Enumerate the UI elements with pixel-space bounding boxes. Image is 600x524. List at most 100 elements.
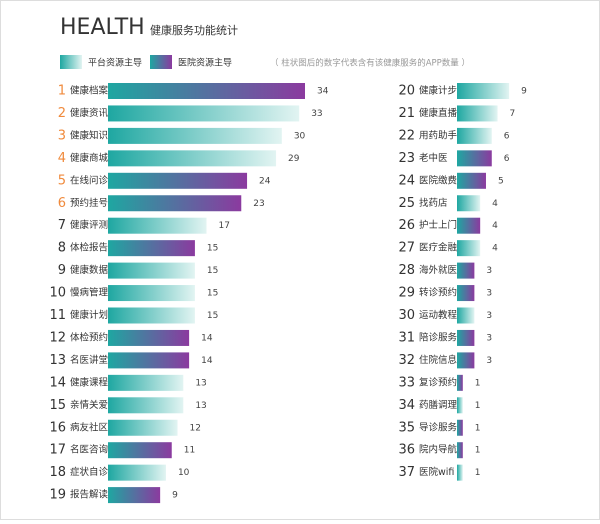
category-label: 医院缴费: [419, 174, 457, 186]
chart-title: HEALTH: [60, 15, 145, 40]
category-label: 运动教程: [419, 309, 458, 321]
rank: 29: [398, 286, 415, 301]
category-label: 慢病管理: [70, 287, 109, 299]
bar: [457, 307, 475, 324]
value-label: 10: [178, 468, 190, 478]
bar: [457, 150, 492, 167]
bar: [108, 442, 172, 459]
bar: [108, 172, 248, 189]
value-label: 4: [492, 244, 498, 254]
category-label: 报告解读: [70, 489, 109, 501]
value-label: 3: [486, 266, 492, 276]
value-label: 29: [288, 154, 300, 164]
bar: [108, 374, 184, 391]
rank: 25: [398, 196, 415, 211]
rank: 22: [398, 128, 415, 143]
value-label: 1: [475, 423, 481, 433]
bar: [108, 464, 166, 481]
bar: [457, 127, 492, 144]
bar: [108, 487, 161, 504]
value-label: 5: [498, 176, 504, 186]
value-label: 4: [492, 221, 498, 231]
rank: 32: [398, 353, 415, 368]
rank: 5: [58, 173, 66, 188]
value-label: 12: [190, 423, 201, 433]
bar: [457, 285, 475, 302]
bar: [457, 329, 475, 346]
category-label: 药膳调理: [419, 399, 458, 411]
value-label: 14: [201, 356, 213, 366]
legend-swatch: [60, 55, 82, 69]
rank: 37: [398, 465, 415, 480]
value-label: 11: [184, 446, 195, 456]
rank: 17: [49, 443, 66, 458]
value-label: 24: [259, 176, 271, 186]
bar: [108, 127, 282, 144]
rank: 31: [398, 330, 415, 345]
rank: 11: [49, 308, 66, 323]
value-label: 15: [207, 244, 218, 254]
category-label: 护士上门: [419, 219, 457, 231]
category-label: 找药店: [419, 197, 448, 209]
value-label: 30: [294, 131, 306, 141]
value-label: 3: [486, 289, 492, 299]
rank: 3: [58, 128, 66, 143]
rank: 28: [398, 263, 415, 278]
value-label: 4: [492, 199, 498, 209]
rank: 20: [398, 84, 415, 99]
value-label: 3: [486, 356, 492, 366]
value-label: 33: [311, 109, 322, 119]
value-label: 6: [504, 154, 510, 164]
category-label: 名医咨询: [70, 444, 108, 456]
rank: 2: [58, 106, 66, 121]
value-label: 17: [219, 221, 230, 231]
chart-subtitle: 健康服务功能统计: [150, 23, 238, 37]
value-label: 1: [475, 468, 481, 478]
bar: [108, 397, 184, 414]
rank: 1: [58, 84, 66, 99]
bar: [108, 262, 195, 279]
value-label: 15: [207, 289, 218, 299]
category-label: 健康直播: [419, 107, 458, 119]
rank: 18: [49, 465, 66, 480]
rank: 30: [398, 308, 415, 323]
category-label: 病友社区: [70, 421, 109, 433]
value-label: 9: [172, 491, 178, 501]
bar: [457, 442, 463, 459]
category-label: 转诊预约: [419, 287, 457, 299]
bar: [457, 397, 463, 414]
rank: 6: [58, 196, 66, 211]
bar: [108, 419, 178, 436]
rank: 35: [398, 420, 415, 435]
value-label: 15: [207, 266, 218, 276]
value-label: 1: [475, 401, 481, 411]
bar: [108, 105, 300, 122]
value-label: 6: [504, 131, 510, 141]
bar: [108, 83, 305, 99]
legend-swatch: [150, 55, 172, 69]
value-label: 13: [195, 401, 206, 411]
bar: [457, 217, 481, 234]
bar: [108, 307, 195, 324]
category-label: 健康计步: [419, 85, 457, 97]
bar: [108, 217, 207, 234]
value-label: 23: [253, 199, 264, 209]
category-label: 导诊服务: [419, 421, 458, 433]
category-label: 症状自诊: [70, 466, 109, 478]
rank: 21: [398, 106, 415, 121]
legend-label: 平台资源主导: [88, 57, 142, 69]
rank: 12: [49, 330, 66, 345]
rank: 27: [398, 241, 415, 256]
value-label: 13: [195, 378, 206, 388]
value-label: 3: [486, 311, 492, 321]
category-label: 陪诊服务: [419, 331, 458, 343]
bar: [457, 105, 498, 122]
value-label: 1: [475, 378, 481, 388]
category-label: 预约挂号: [70, 197, 108, 209]
category-label: 医院wifi: [419, 466, 454, 478]
rank: 7: [58, 218, 66, 233]
value-label: 14: [201, 333, 213, 343]
bar: [108, 352, 190, 369]
